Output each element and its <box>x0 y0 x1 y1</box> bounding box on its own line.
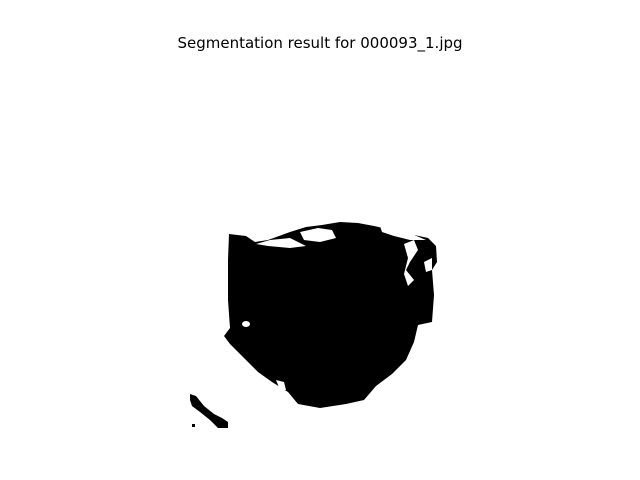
mask-object-main <box>224 222 437 408</box>
mask-speck <box>192 424 195 427</box>
mask-hole-right-edge <box>404 240 418 286</box>
mask-hole-bottom-left <box>276 380 286 390</box>
mask-object-bottom-left <box>190 394 228 428</box>
figure-title: Segmentation result for 000093_1.jpg <box>177 34 463 52</box>
mask-hole-top-center <box>300 228 336 242</box>
mask-hole-top-left <box>256 238 306 248</box>
mask-hole-right-notch <box>424 258 432 272</box>
mask-hole-top-right <box>380 226 426 240</box>
mask-hole-left-dot <box>242 321 250 327</box>
